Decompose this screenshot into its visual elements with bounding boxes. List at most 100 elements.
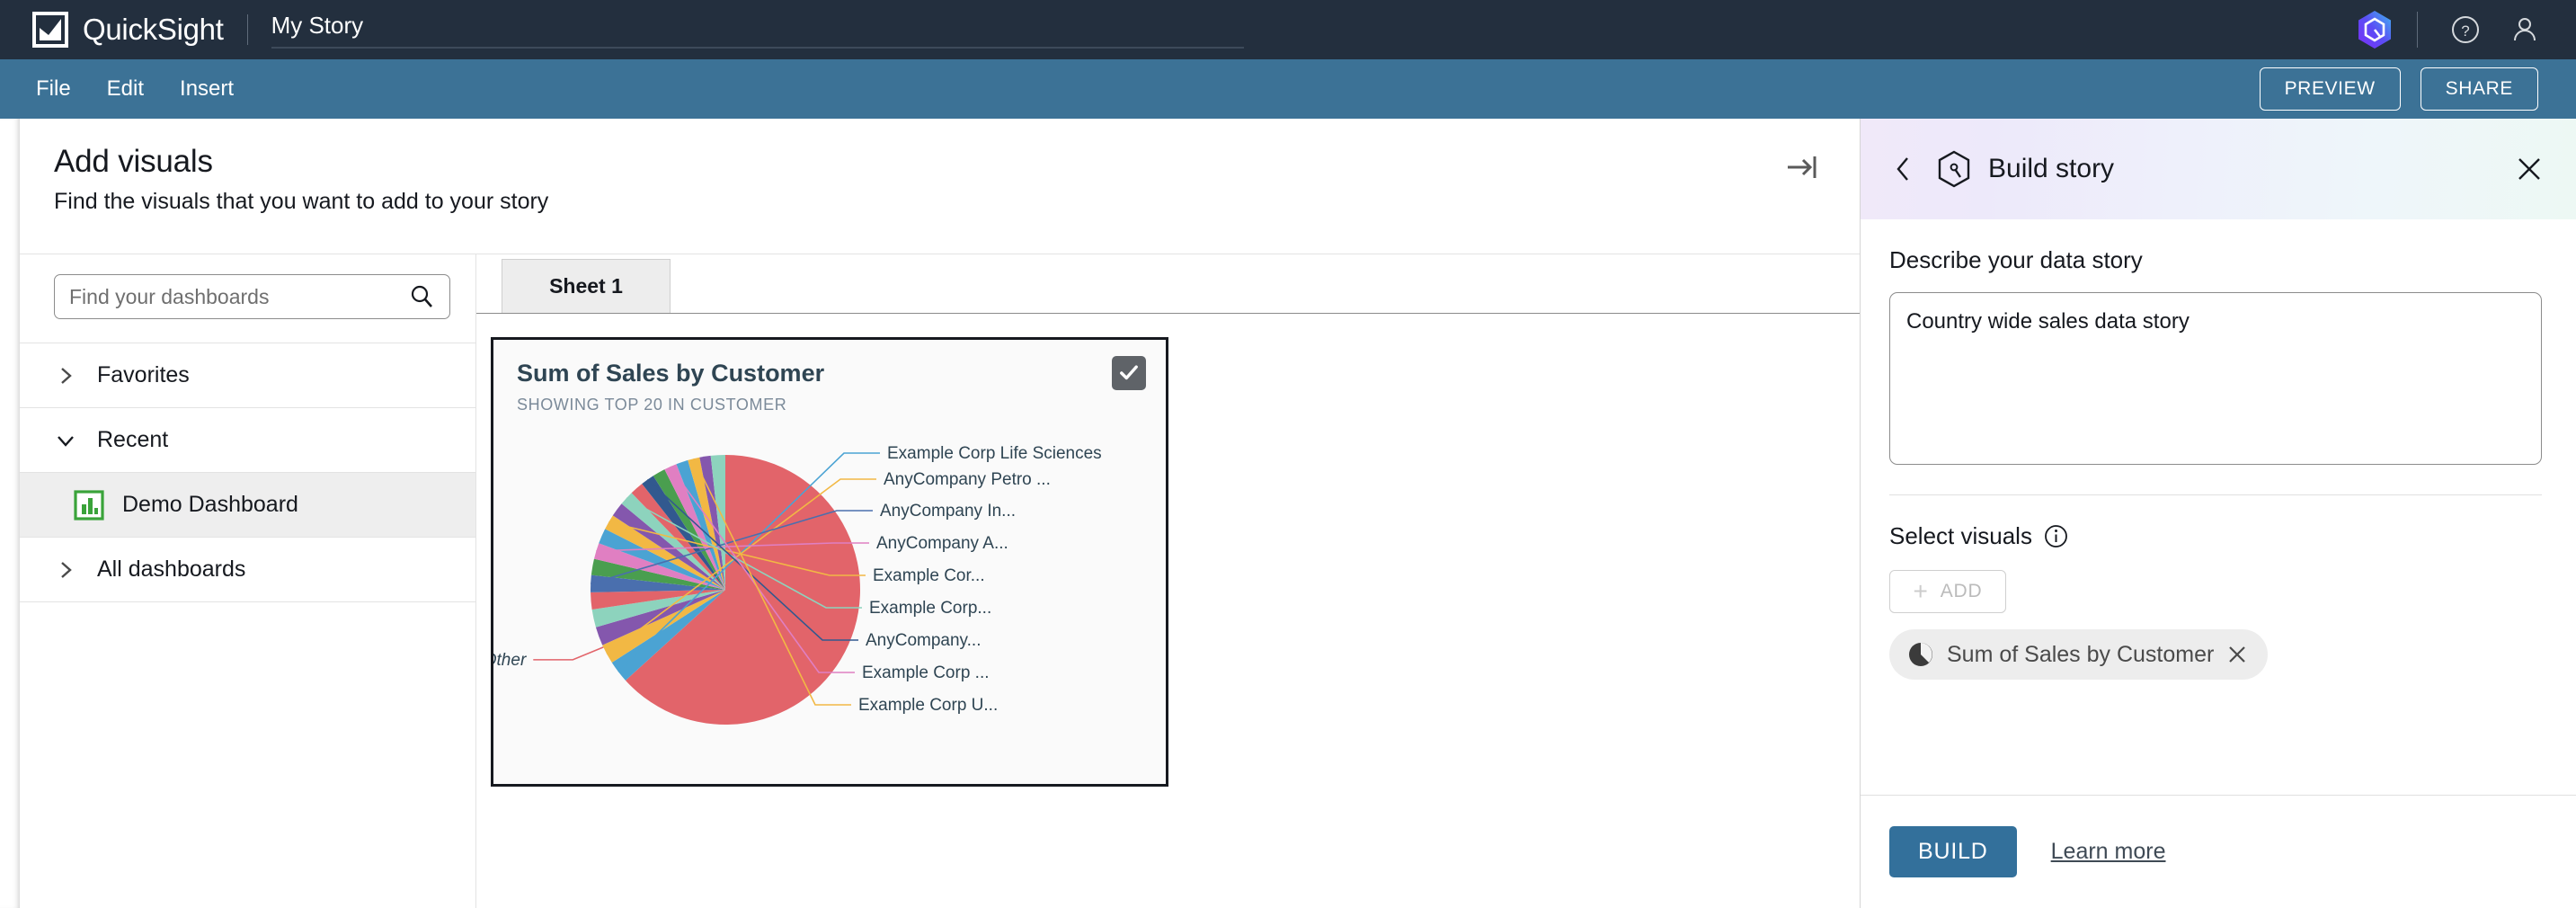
menu-bar: File Edit Insert PREVIEW SHARE: [0, 59, 2576, 119]
page-title: Add visuals: [54, 144, 213, 179]
pie-slice[interactable]: [625, 455, 861, 725]
pie-slice-label: Example Corp U...: [858, 696, 998, 715]
menu-bar-actions: PREVIEW SHARE: [2259, 67, 2576, 111]
tree-item-all-dashboards[interactable]: All dashboards: [20, 537, 475, 601]
chevron-right-icon: [54, 558, 77, 582]
build-story-footer: BUILD Learn more: [1861, 795, 2576, 908]
pie-slice[interactable]: [595, 590, 725, 645]
build-story-header: Build story: [1861, 119, 2576, 219]
tree-item-label: All dashboards: [97, 556, 246, 582]
pie-slice[interactable]: [599, 529, 725, 590]
top-bar-actions: ?: [2356, 0, 2576, 59]
tree-item-label: Favorites: [97, 362, 190, 387]
pie-slice[interactable]: [664, 464, 725, 590]
visual-subtitle: SHOWING TOP 20 IN CUSTOMER: [517, 396, 787, 414]
add-visuals-body: Favorites Recent: [20, 254, 1860, 908]
left-edge-strip: [0, 119, 20, 908]
chevron-down-icon: [54, 429, 77, 452]
menu-item-edit[interactable]: Edit: [106, 76, 145, 101]
dashboard-browser: Favorites Recent: [20, 254, 476, 908]
pie-slice[interactable]: [699, 455, 725, 590]
pie-slice-label: Example Corp...: [869, 599, 991, 618]
pie-leader-line: [617, 452, 880, 672]
pie-slice[interactable]: [605, 515, 725, 590]
visual-select-checkbox[interactable]: [1112, 356, 1146, 390]
svg-text:?: ?: [2461, 22, 2469, 40]
pie-slice-label: AnyCompany Petro ...: [884, 470, 1051, 489]
sheet-canvas: Sum of Sales by Customer SHOWING TOP 20 …: [476, 314, 1860, 907]
learn-more-link[interactable]: Learn more: [2050, 839, 2166, 864]
collapse-panel-right-icon[interactable]: [1782, 149, 1822, 185]
build-button[interactable]: BUILD: [1889, 826, 2017, 877]
pie-leader-line: [596, 542, 869, 552]
menu-item-file[interactable]: File: [36, 76, 71, 101]
info-circle-icon[interactable]: [2044, 524, 2068, 548]
pie-slice[interactable]: [688, 457, 725, 590]
amazon-q-icon[interactable]: [2356, 9, 2394, 50]
pie-slice-label: AnyCompany A...: [876, 534, 1008, 553]
search-box[interactable]: [54, 274, 450, 319]
quicksight-logo-icon: [32, 12, 68, 48]
pie-leader-line: [646, 478, 858, 641]
share-button[interactable]: SHARE: [2420, 67, 2538, 111]
tree-item-label: Recent: [97, 427, 169, 452]
pie-leader-line: [590, 510, 873, 585]
pie-chart-icon: [1907, 641, 1934, 668]
tree-item-demo-dashboard[interactable]: Demo Dashboard: [20, 472, 475, 537]
help-circle-icon[interactable]: ?: [2450, 14, 2481, 45]
pie-slice[interactable]: [612, 503, 725, 590]
describe-story-textarea[interactable]: Country wide sales data story: [1889, 292, 2542, 465]
add-visuals-panel: Add visuals Find the visuals that you wa…: [20, 119, 1860, 908]
pie-slice[interactable]: [611, 590, 725, 681]
plus-icon: +: [1913, 577, 1929, 605]
tree-item-recent[interactable]: Recent: [20, 407, 475, 472]
build-story-panel: Build story Describe your data story Cou…: [1860, 119, 2576, 908]
user-icon[interactable]: [2509, 14, 2540, 45]
remove-visual-close-icon[interactable]: [2226, 644, 2248, 665]
pie-slice[interactable]: [621, 493, 725, 590]
pie-leader-line: [606, 478, 876, 655]
visual-card[interactable]: Sum of Sales by Customer SHOWING TOP 20 …: [484, 337, 1168, 787]
pie-leader-line: [608, 521, 866, 576]
amazon-q-icon: [1936, 149, 1972, 189]
visual-title: Sum of Sales by Customer: [517, 360, 825, 387]
pie-slice[interactable]: [653, 469, 725, 590]
pie-chart[interactable]: Example Corp Life Sciences AnyCompany Pet…: [484, 417, 1166, 784]
story-title[interactable]: My Story: [271, 12, 1245, 49]
pie-slice[interactable]: [591, 574, 725, 592]
pie-slice[interactable]: [593, 543, 725, 590]
pie-slice[interactable]: [710, 455, 725, 590]
build-story-body: Describe your data story Country wide sa…: [1861, 219, 2576, 680]
search-icon: [408, 283, 435, 310]
pie-slice-label: Example Corp ...: [862, 663, 990, 682]
describe-story-label: Describe your data story: [1889, 246, 2143, 273]
pie-slice[interactable]: [602, 590, 725, 663]
pie-slice[interactable]: [642, 476, 725, 590]
search-input[interactable]: [55, 284, 408, 309]
header-divider: [246, 14, 248, 45]
chevron-left-icon[interactable]: [1889, 154, 1916, 184]
add-visual-button-label: ADD: [1940, 581, 1983, 601]
pie-slice[interactable]: [591, 590, 725, 628]
pie-leader-line: [533, 646, 604, 661]
pie-leader-line: [626, 497, 862, 609]
pie-slice-label: Example Corp Life Sciences: [887, 444, 1102, 463]
pie-slice[interactable]: [631, 484, 725, 590]
tab-sheet-1[interactable]: Sheet 1: [502, 259, 671, 313]
tree-item-favorites[interactable]: Favorites: [20, 343, 475, 407]
menu-item-insert[interactable]: Insert: [180, 76, 235, 101]
pie-slice-label-other: Other: [493, 651, 527, 670]
selected-visual-chip[interactable]: Sum of Sales by Customer: [1889, 629, 2269, 680]
sheet-tabs: Sheet 1: [476, 254, 1860, 314]
preview-button[interactable]: PREVIEW: [2259, 67, 2401, 111]
chevron-right-icon: [54, 364, 77, 387]
section-divider: [1889, 494, 2542, 495]
close-icon[interactable]: [2515, 155, 2544, 183]
sheet-area: Sheet 1 Sum of Sales by Customer SHOWING…: [476, 254, 1860, 908]
tree-bottom-divider: [20, 601, 475, 602]
add-visual-button[interactable]: + ADD: [1889, 570, 2006, 613]
pie-slice[interactable]: [591, 590, 725, 610]
select-visuals-label: Select visuals: [1889, 522, 2032, 549]
pie-slice-label: Example Cor...: [873, 566, 985, 585]
pie-slice[interactable]: [591, 558, 725, 590]
